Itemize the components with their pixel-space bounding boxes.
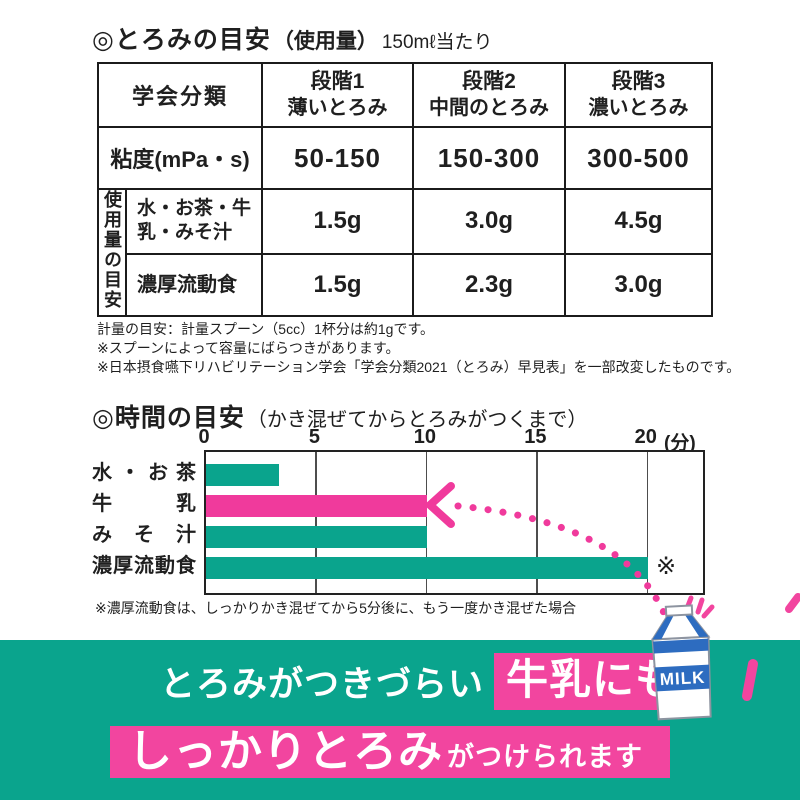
corner-header-cell: 学会分類: [96, 62, 264, 128]
viscosity-label-cell: 粘度(mPa・s): [96, 126, 264, 190]
bar-plot: ※: [204, 450, 705, 595]
usage-heading: ◎とろみの目安 （使用量） 150mℓ当たり: [92, 20, 493, 56]
usage-heading-suffix: 150mℓ当たり: [381, 32, 493, 53]
banner-line1-text: とろみがつきづらい: [160, 664, 485, 704]
banner-line2: しっかりとろみ がつけられます: [110, 726, 670, 778]
milk-carton-illustration: MILK: [650, 595, 715, 721]
note-line: ※スプーンによって容量にばらつきがあります。: [97, 340, 400, 356]
bar-3: [206, 526, 427, 548]
milk-carton-label: MILK: [659, 668, 705, 689]
axis-tick: 10: [413, 426, 436, 448]
bar-label: 牛乳: [92, 493, 196, 515]
usage-group-label: 使用量の目安: [102, 190, 122, 310]
stage1-desc: 薄いとろみ: [287, 97, 388, 119]
gridline: [315, 452, 317, 593]
time-heading: ◎時間の目安 （かき混ぜてからとろみがつくまで）: [92, 398, 587, 434]
table-row-usage-liquid-food: 濃厚流動食 1.5g 2.3g 3.0g: [98, 252, 714, 318]
stage2-desc: 中間のとろみ: [429, 97, 550, 119]
stage3-desc: 濃いとろみ: [588, 97, 689, 119]
usage-notes: 計量の目安：計量スプーン（5cc）1杯分は約1gです。 ※スプーンによって容量に…: [97, 320, 740, 377]
viscosity-value-cell: 50-150: [261, 126, 415, 190]
usage-heading-paren: （使用量）: [272, 30, 378, 53]
stage1-header-cell: 段階1 薄いとろみ: [261, 62, 415, 128]
bar-label: 水・お茶: [92, 462, 196, 484]
stage3-header-cell: 段階3 濃いとろみ: [564, 62, 714, 128]
bar-2: [206, 495, 427, 517]
sparkle-icon: [695, 597, 705, 615]
note-line: ※日本摂食嚥下リハビリテーション学会「学会分類2021（とろみ）早見表」を一部改…: [97, 359, 741, 375]
axis-tick: 5: [308, 426, 320, 448]
note-line: 計量の目安：計量スプーン（5cc）1杯分は約1gです。: [97, 321, 435, 337]
gram-value-cell: 4.5g: [564, 188, 714, 255]
carton-ridge: [664, 604, 694, 617]
stage2-header-cell: 段階2 中間のとろみ: [412, 62, 567, 128]
axis-tick: 0: [198, 426, 210, 448]
stage1-name: 段階1: [310, 70, 365, 93]
gram-value-cell: 1.5g: [261, 188, 415, 255]
bar-4: [206, 557, 648, 579]
usage-heading-main: ◎とろみの目安: [92, 26, 271, 54]
usage-group-cell: 使用量の目安: [97, 188, 127, 317]
food-label-cell: 水・お茶・牛乳・みそ汁: [124, 188, 264, 255]
sparkle-icon: [701, 604, 715, 619]
banner-line2-small-text: がつけられます: [447, 741, 643, 772]
carton-band-milk: [654, 664, 710, 692]
bar-1: [206, 464, 279, 486]
usage-table: 学会分類 段階1 薄いとろみ 段階2 中間のとろみ 段階3 濃いとろみ 粘度(m…: [96, 62, 714, 318]
gram-value-cell: 3.0g: [412, 188, 567, 255]
carton-gable-blue-right: [684, 613, 709, 638]
chart-note: ※濃厚流動食は、しっかりかき混ぜてから5分後に、もう一度かき混ぜた場合: [95, 600, 577, 616]
banner-line1: とろみがつきづらい 牛乳にも: [160, 652, 691, 710]
viscosity-value-cell: 150-300: [412, 126, 567, 190]
bar-label: みそ汁: [92, 524, 196, 546]
time-heading-main: ◎時間の目安: [92, 404, 245, 432]
table-row-viscosity: 粘度(mPa・s) 50-150 150-300 300-500: [96, 126, 714, 190]
asterisk-marker: ※: [656, 553, 677, 580]
stage2-name: 段階2: [462, 70, 516, 93]
axis-tick: 15: [524, 426, 547, 448]
gram-value-cell: 1.5g: [261, 252, 415, 318]
gram-value-cell: 3.0g: [564, 252, 714, 318]
stage3-name: 段階3: [611, 70, 666, 93]
viscosity-value-cell: 300-500: [564, 126, 714, 190]
gram-value-cell: 2.3g: [412, 252, 567, 318]
axis-tick: 20: [634, 426, 657, 448]
axis-unit-label: (分): [664, 433, 696, 454]
table-row-usage-liquids: 使用量の目安 水・お茶・牛乳・みそ汁 1.5g 3.0g 4.5g: [97, 188, 714, 317]
bar-label: 濃厚流動食: [92, 555, 196, 577]
banner-line2-big-text: しっかりとろみ: [128, 727, 443, 776]
table-row-header: 学会分類 段階1 薄いとろみ 段階2 中間のとろみ 段階3 濃いとろみ: [96, 62, 714, 128]
time-heading-paren: （かき混ぜてからとろみがつくまで）: [246, 409, 588, 431]
food-label-cell: 濃厚流動食: [124, 252, 264, 318]
